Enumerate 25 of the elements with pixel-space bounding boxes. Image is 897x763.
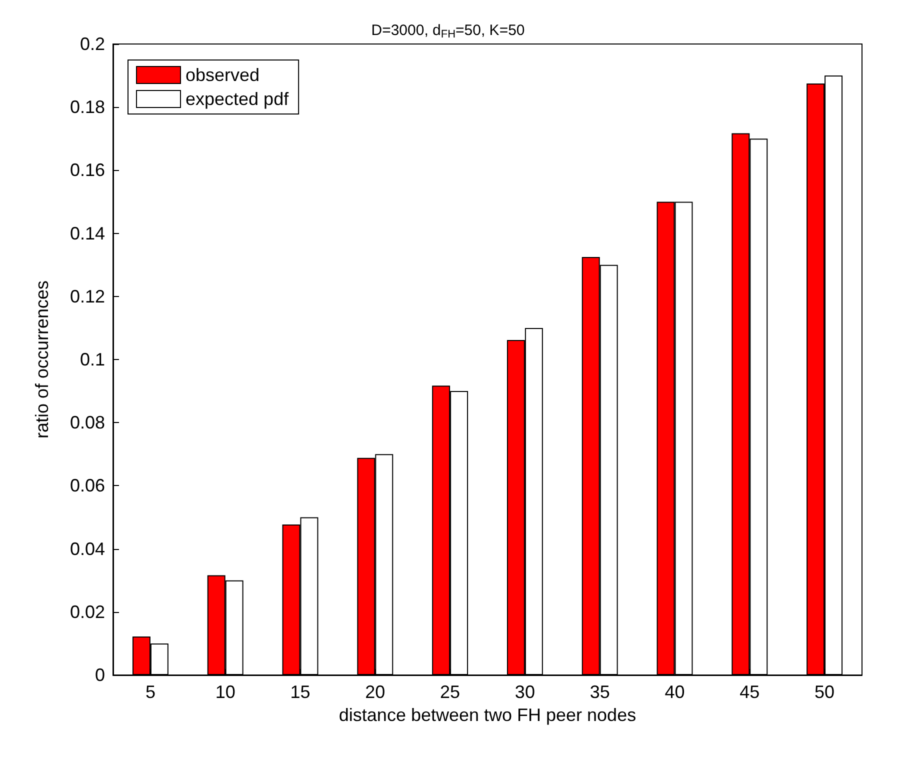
legend-label: expected pdf bbox=[186, 89, 290, 109]
y-tick-label: 0.14 bbox=[70, 223, 105, 244]
x-tick-label: 50 bbox=[814, 682, 835, 702]
y-tick-label: 0.18 bbox=[70, 97, 105, 118]
x-tick-label: 40 bbox=[664, 682, 685, 702]
y-tick-label: 0.02 bbox=[70, 602, 105, 622]
y-tick-label: 0.2 bbox=[80, 34, 105, 54]
x-tick-label: 15 bbox=[290, 682, 310, 702]
x-tick-label: 20 bbox=[365, 682, 386, 702]
y-tick-label: 0.1 bbox=[80, 350, 105, 370]
y-tick-label: 0.16 bbox=[70, 160, 105, 180]
y-tick-label: 0.06 bbox=[70, 476, 105, 496]
y-tick-label: 0.04 bbox=[70, 538, 105, 559]
x-tick-label: 10 bbox=[215, 682, 236, 702]
legend-label: observed bbox=[186, 65, 260, 85]
y-tick-label: 0 bbox=[94, 665, 105, 685]
x-tick-label: 30 bbox=[514, 682, 535, 702]
x-tick-label: 35 bbox=[590, 682, 610, 702]
y-axis-title: ratio of occurrences bbox=[32, 280, 52, 439]
x-axis-title: distance between two FH peer nodes bbox=[338, 704, 636, 725]
x-tick-label: 45 bbox=[740, 682, 760, 702]
x-tick-label: 25 bbox=[440, 682, 460, 702]
y-tick-label: 0.08 bbox=[70, 412, 105, 433]
x-tick-label: 5 bbox=[145, 682, 156, 702]
y-tick-label: 0.12 bbox=[70, 286, 105, 306]
